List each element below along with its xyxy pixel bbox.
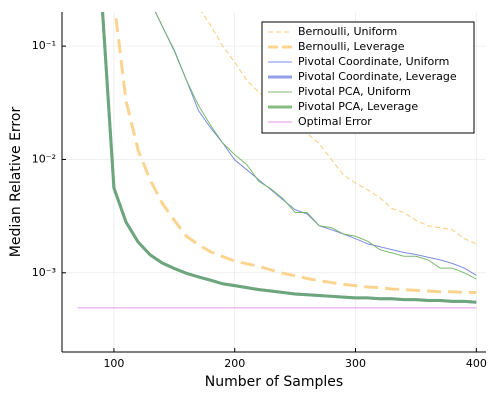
legend-box [261, 21, 475, 134]
y-tick-label: 10⁻³ [32, 266, 56, 279]
legend-label: Pivotal Coordinate, Uniform [298, 55, 449, 68]
x-tick-label: 400 [466, 357, 487, 370]
legend-label: Pivotal Coordinate, Leverage [298, 70, 457, 83]
line-series [113, 12, 477, 294]
x-tick-label: 100 [103, 357, 124, 370]
y-tick-label: 10⁻² [32, 152, 56, 165]
y-axis-label: Median Relative Error [8, 107, 24, 258]
legend-label: Optimal Error [298, 115, 372, 128]
line-series [154, 12, 477, 276]
line-series [154, 12, 477, 280]
x-axis-label: Number of Samples [205, 374, 343, 390]
y-tick-label: 10⁻¹ [32, 39, 56, 52]
legend-label: Pivotal PCA, Uniform [298, 85, 411, 98]
x-tick-label: 200 [224, 357, 245, 370]
legend-label: Bernoulli, Leverage [298, 40, 405, 53]
line-series [201, 12, 477, 245]
x-tick-label: 300 [345, 357, 366, 370]
legend-label: Pivotal PCA, Leverage [298, 100, 418, 113]
line-series [101, 12, 477, 304]
plot-area [77, 12, 477, 309]
legend-label: Bernoulli, Uniform [298, 25, 397, 38]
